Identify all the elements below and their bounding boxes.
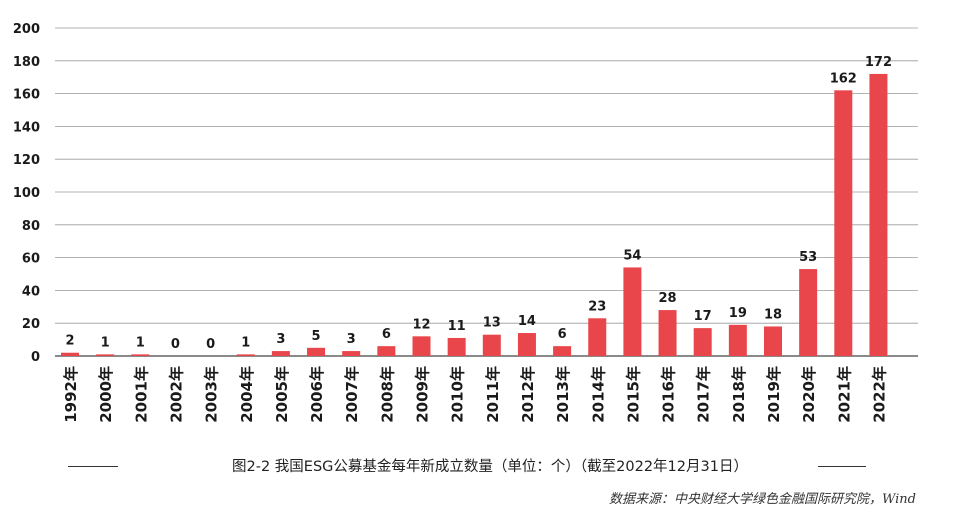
bar <box>588 318 607 356</box>
chart-caption: 图2-2 我国ESG公募基金每年新成立数量（单位：个）（截至2022年12月31… <box>232 459 748 475</box>
x-tick-label: 2016年 <box>660 366 678 423</box>
x-tick-label: 2009年 <box>414 366 432 423</box>
x-tick-label: 2021年 <box>835 366 853 423</box>
x-tick-label: 2020年 <box>800 366 818 423</box>
data-label: 18 <box>764 307 782 322</box>
bar <box>377 346 396 356</box>
bar <box>834 90 853 356</box>
data-label: 23 <box>588 299 606 314</box>
bar <box>96 354 115 356</box>
data-label: 6 <box>382 327 391 342</box>
data-label: 3 <box>347 332 356 347</box>
gridlines <box>55 27 918 357</box>
x-tick-label: 2000年 <box>97 366 115 423</box>
y-tick-label: 60 <box>22 252 40 267</box>
y-tick-label: 120 <box>13 153 40 168</box>
data-label: 14 <box>518 314 536 329</box>
bar <box>482 334 501 356</box>
x-tick-label: 2017年 <box>695 366 713 423</box>
x-tick-label: 2013年 <box>554 366 572 423</box>
y-tick-label: 100 <box>13 186 40 201</box>
bar <box>342 351 361 356</box>
data-label: 6 <box>558 327 567 342</box>
bar <box>131 354 150 356</box>
bar <box>307 347 326 356</box>
x-tick-label: 2006年 <box>308 366 326 423</box>
x-axis: 1992年 2000年 2001年 2002年 2003年 2004年 2005年 2006年… <box>62 366 888 423</box>
x-tick-label: 2019年 <box>765 366 783 423</box>
x-tick-label: 1992年 <box>62 366 80 423</box>
data-label: 1 <box>241 335 250 350</box>
x-tick-label: 2007年 <box>343 366 361 423</box>
y-tick-label: 20 <box>22 317 40 332</box>
bar <box>61 352 79 356</box>
data-label: 1 <box>136 335 145 350</box>
bar <box>658 310 677 356</box>
bar <box>236 354 255 356</box>
bar <box>517 333 536 356</box>
data-label: 28 <box>659 291 677 306</box>
bar <box>623 267 642 356</box>
bar <box>728 324 747 356</box>
x-tick-label: 2001年 <box>132 366 150 423</box>
data-label: 0 <box>171 337 180 352</box>
caption-rule-left <box>68 466 118 467</box>
caption-rule-right <box>818 466 866 467</box>
data-label: 162 <box>830 71 857 86</box>
x-tick-label: 2012年 <box>519 366 537 423</box>
x-tick-label: 2003年 <box>203 366 221 423</box>
data-label: 5 <box>312 329 321 344</box>
bar <box>553 346 572 356</box>
x-tick-label: 2011年 <box>484 366 502 423</box>
y-tick-label: 200 <box>13 22 40 37</box>
y-tick-label: 180 <box>13 55 40 70</box>
data-label: 12 <box>412 317 430 332</box>
data-label: 17 <box>694 309 712 324</box>
y-tick-label: 80 <box>22 219 40 234</box>
data-label: 172 <box>865 55 892 70</box>
data-label: 1 <box>101 335 110 350</box>
x-tick-label: 2008年 <box>378 366 396 423</box>
data-label: 3 <box>276 332 285 347</box>
x-tick-label: 2010年 <box>449 366 467 423</box>
y-tick-label: 0 <box>31 350 40 365</box>
x-tick-label: 2018年 <box>730 366 748 423</box>
x-tick-label: 2015年 <box>624 366 642 423</box>
bar <box>271 351 290 356</box>
x-tick-label: 2002年 <box>167 366 185 423</box>
y-tick-label: 160 <box>13 88 40 103</box>
x-tick-label: 2022年 <box>870 366 888 423</box>
data-label: 0 <box>206 337 215 352</box>
data-label: 11 <box>448 319 466 334</box>
y-axis: 0 20 40 60 80 100 120 140 160 180 200 <box>13 22 40 365</box>
data-label: 2 <box>65 334 74 349</box>
bar <box>869 73 888 357</box>
bar <box>764 326 782 356</box>
data-label: 19 <box>729 306 747 321</box>
data-label: 54 <box>623 248 641 263</box>
x-tick-label: 2004年 <box>238 366 256 423</box>
data-label: 13 <box>483 316 501 331</box>
bar <box>799 269 818 356</box>
data-label: 53 <box>799 250 817 265</box>
x-tick-label: 2005年 <box>273 366 291 423</box>
y-tick-label: 140 <box>13 120 40 135</box>
data-source: 数据来源：中央财经大学绿色金融国际研究院，Wind <box>609 492 916 507</box>
bar <box>412 336 431 356</box>
y-tick-label: 40 <box>22 284 40 299</box>
bar <box>447 337 466 356</box>
bar <box>693 328 712 356</box>
x-tick-label: 2014年 <box>589 366 607 423</box>
bars <box>61 73 888 357</box>
